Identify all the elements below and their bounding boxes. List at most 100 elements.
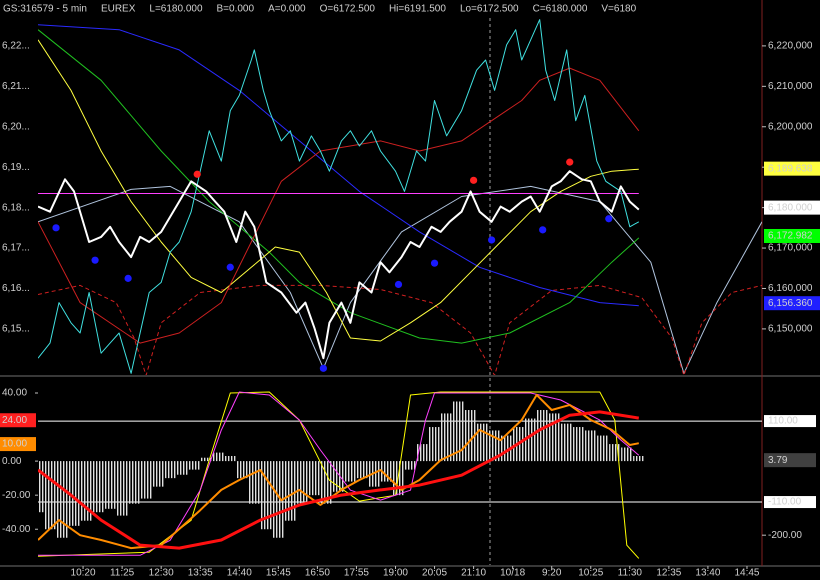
value-marker: [0, 437, 36, 452]
x-tick-label: 12:35: [656, 568, 681, 579]
signal-dot: [124, 274, 132, 282]
x-tick-label: 11:25: [110, 568, 135, 579]
price-marker: [764, 296, 820, 311]
header-field: O=6172.500: [320, 4, 376, 15]
histogram-bar: [116, 461, 128, 516]
histogram-bar: [164, 461, 176, 479]
x-tick-label: 10:20: [71, 568, 96, 579]
histogram-bar: [272, 461, 285, 538]
header-field: A=0.000: [268, 4, 306, 15]
histogram-bar: [104, 461, 116, 509]
price-marker-label: 6,180.000: [768, 202, 813, 213]
x-tick-label: 15:45: [266, 568, 291, 579]
signal-dot: [470, 176, 478, 184]
series-line: [38, 67, 640, 344]
y-tick-label-left: 6,15...: [2, 324, 30, 335]
y-tick-label-left: 6,18...: [2, 202, 30, 213]
signal-dot: [91, 256, 99, 264]
y-tick-label: -20.00: [2, 490, 31, 501]
histogram-bar: [260, 461, 273, 530]
signal-dot: [319, 364, 327, 372]
histogram-bar: [56, 461, 68, 538]
histogram-bar: [621, 447, 633, 462]
y-tick-label-left: 6,20...: [2, 121, 30, 132]
y-tick-label-left: 6,16...: [2, 283, 30, 294]
histogram-bar: [152, 461, 164, 487]
level-label: -110.00: [768, 497, 802, 508]
histogram-bar: [308, 461, 321, 496]
histogram-bar: [380, 461, 393, 482]
series-line: [38, 170, 640, 360]
series-line: [38, 24, 639, 307]
signal-dot: [605, 215, 613, 223]
level-label-box: [764, 496, 816, 509]
histogram-bar: [536, 410, 549, 462]
y-tick-label: 6,220,000: [768, 41, 813, 52]
y-tick-label: 40.00: [2, 388, 27, 399]
histogram-bar: [549, 413, 561, 462]
axes: GS:316579 - 5 min EUREX L=6180.000 B=0.000 A…: [0, 4, 820, 579]
signal-dot: [566, 158, 574, 166]
histogram-bar: [500, 435, 513, 462]
price-marker: [764, 228, 820, 243]
value-marker-label: 3.79: [768, 455, 788, 466]
x-tick-label: 13:35: [188, 568, 213, 579]
histogram-bar: [38, 461, 44, 513]
signal-dot: [52, 224, 60, 232]
signal-dot: [193, 170, 201, 178]
histogram-bar: [561, 423, 573, 462]
y-tick-label: 6,160,000: [768, 283, 813, 294]
histogram-bar: [452, 401, 465, 462]
x-tick-label: 20:05: [422, 568, 447, 579]
histogram-bar: [524, 418, 537, 462]
histogram-bar: [236, 461, 248, 479]
series-line: [38, 391, 640, 556]
price-marker: [764, 161, 820, 176]
histogram-bar: [44, 461, 56, 530]
x-tick-label: 17:55: [344, 568, 369, 579]
y-tick-label-left: 6,17...: [2, 243, 30, 254]
histogram-bar: [440, 413, 453, 462]
price-marker-label: 6,172.982: [768, 231, 813, 242]
signal-dot: [539, 226, 547, 234]
series-line: [38, 284, 762, 375]
x-tick-label: 19:00: [383, 568, 408, 579]
histogram-bar: [140, 461, 152, 499]
y-tick-label: 6,200,000: [768, 121, 813, 132]
y-tick-label-left: 6,19...: [2, 162, 30, 173]
histogram-bar: [416, 444, 429, 462]
header-field: GS:316579 - 5 min: [3, 4, 87, 15]
value-marker: [764, 453, 816, 468]
histogram-bar: [476, 423, 489, 462]
x-tick-label: 21:10: [461, 568, 486, 579]
header-field: V=6180: [601, 4, 636, 15]
series-line: [38, 185, 762, 374]
histogram-bar: [356, 461, 369, 479]
indicator-panel: [38, 391, 762, 559]
header-field: C=6180.000: [533, 4, 588, 15]
histogram-bar: [80, 461, 92, 521]
y-tick-label: 0.00: [2, 456, 22, 467]
histogram-bar: [224, 456, 236, 462]
histogram-bar: [597, 435, 609, 462]
histogram-bar: [296, 461, 309, 504]
header-field: B=0.000: [217, 4, 255, 15]
histogram-bar: [344, 461, 357, 482]
price-marker-label: 6,189.638: [768, 163, 813, 174]
histogram-bar: [573, 427, 585, 462]
y-tick-label: -40.00: [2, 524, 31, 535]
price-marker-label: 6,156.360: [768, 298, 813, 309]
series-line: [38, 410, 640, 550]
histogram-bar: [68, 461, 80, 526]
histogram-bar: [200, 457, 212, 462]
level-label-box: [764, 415, 816, 428]
signal-dot: [488, 236, 496, 244]
header-field: EUREX: [101, 4, 136, 15]
series-line: [38, 19, 640, 374]
signal-dot: [226, 263, 234, 271]
y-tick-label: 6,170,000: [768, 243, 813, 254]
histogram-bar: [212, 452, 224, 462]
histogram-bar: [284, 461, 297, 521]
histogram-bar: [320, 461, 333, 504]
y-tick-label-left: 6,21...: [2, 81, 30, 92]
